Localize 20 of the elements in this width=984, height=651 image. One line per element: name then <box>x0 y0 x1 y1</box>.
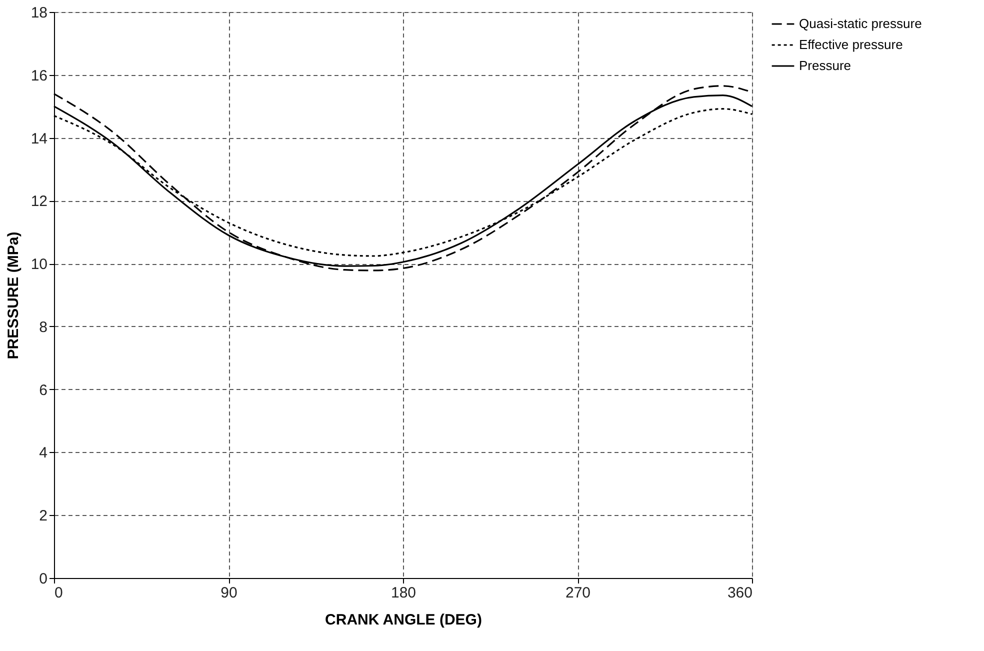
y-tick-label: 6 <box>39 382 48 399</box>
y-tick-label: 12 <box>30 193 48 210</box>
y-tick-label: 0 <box>39 570 48 588</box>
x-tick-label: 360 <box>727 584 752 602</box>
x-tick-label: 180 <box>390 584 416 602</box>
y-tick-label: 2 <box>39 508 48 525</box>
legend-label: Quasi-static pressure <box>799 16 922 31</box>
y-tick-label: 14 <box>30 130 48 148</box>
y-tick-label: 10 <box>30 256 48 274</box>
x-tick-label: 0 <box>54 584 63 602</box>
y-tick-label: 4 <box>39 444 48 462</box>
x-tick-label: 270 <box>565 584 591 602</box>
x-tick-label: 90 <box>220 584 238 602</box>
legend-label: Pressure <box>799 58 852 73</box>
y-tick-label: 8 <box>39 318 48 336</box>
legend-label: Effective pressure <box>799 37 903 52</box>
y-axis-title: PRESSURE (MPa) <box>4 232 22 360</box>
y-tick-label: 16 <box>30 67 48 84</box>
x-axis-title: CRANK ANGLE (DEG) <box>325 612 482 628</box>
y-tick-label: 18 <box>30 4 48 22</box>
